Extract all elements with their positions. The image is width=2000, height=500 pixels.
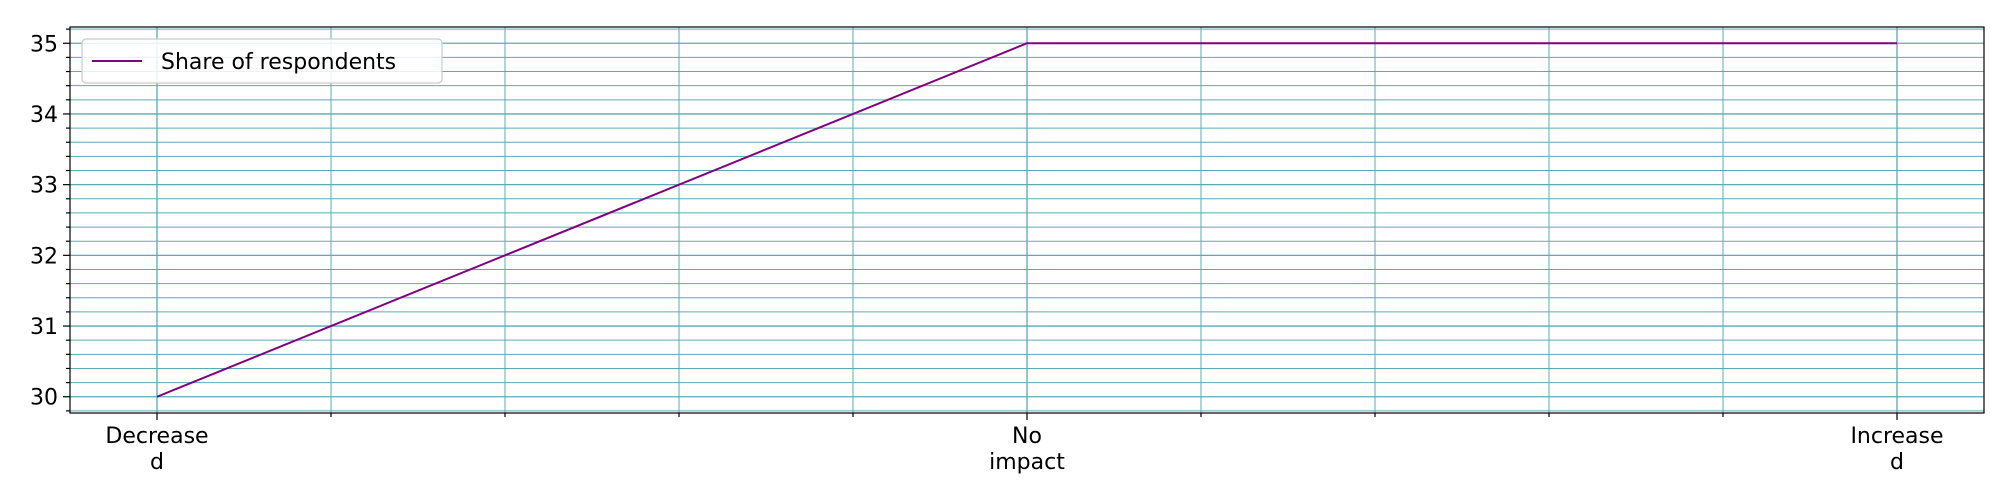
y-tick-label: 33 (30, 174, 58, 199)
x-tick-label-line: No (1012, 424, 1042, 449)
y-tick-label: 32 (30, 244, 58, 269)
x-tick-label-line: impact (989, 450, 1065, 475)
x-tick-label: No impact (989, 424, 1065, 475)
axis-ticks (63, 28, 1898, 420)
legend: Share of respondents (81, 38, 443, 84)
x-tick-label: Increase d (1850, 424, 1943, 475)
grid-lines (70, 27, 1984, 413)
y-tick-label: 35 (30, 32, 58, 57)
y-tick-label: 30 (30, 386, 58, 411)
y-tick-label: 31 (30, 315, 58, 340)
x-tick-label-line: d (150, 450, 164, 475)
legend-label: Share of respondents (161, 50, 396, 75)
x-tick-label-line: d (1890, 450, 1904, 475)
series-line (156, 42, 1897, 398)
y-tick-label: 34 (30, 103, 58, 128)
series-lines (156, 42, 1897, 398)
x-tick-label-line: Increase (1850, 424, 1943, 449)
x-tick-label: Decrease d (105, 424, 208, 475)
x-tick-label-line: Decrease (105, 424, 208, 449)
legend-box (81, 38, 443, 84)
